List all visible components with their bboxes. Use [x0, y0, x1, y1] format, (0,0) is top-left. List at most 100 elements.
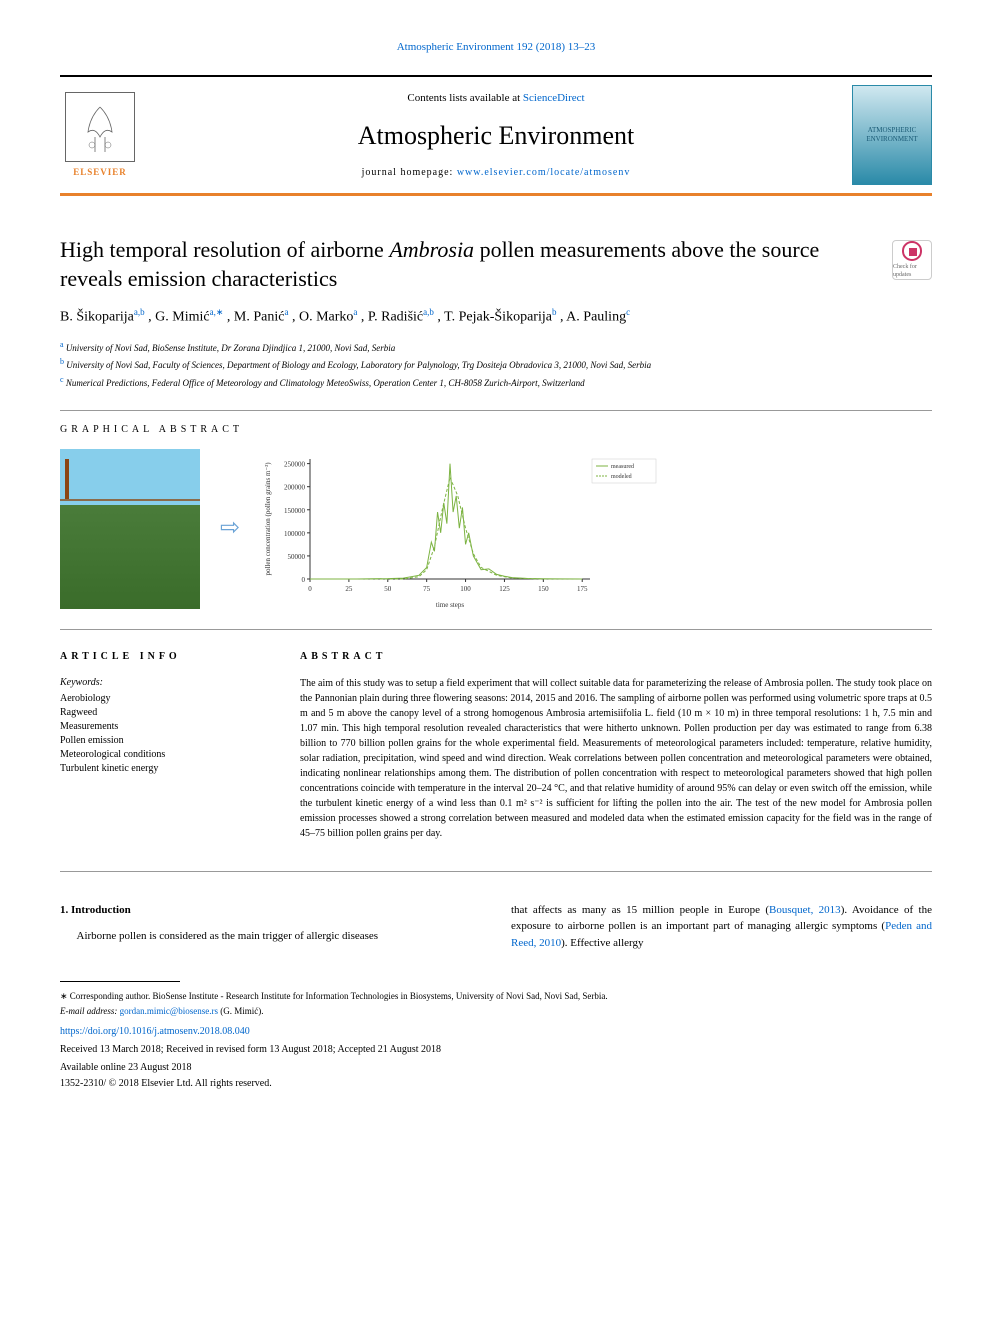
author-6-aff: b [552, 307, 557, 317]
abstract-col: ABSTRACT The aim of this study was to se… [300, 650, 932, 841]
divider [60, 871, 932, 872]
cover-title: ATMOSPHERIC ENVIRONMENT [857, 126, 927, 146]
author-6: , T. Pejak-Šikoparija [437, 309, 552, 324]
affiliations: a University of Novi Sad, BioSense Insti… [60, 339, 932, 390]
title-pre: High temporal resolution of airborne [60, 237, 389, 262]
email-name: (G. Mimić). [218, 1006, 264, 1016]
svg-text:pollen concentration (pollen g: pollen concentration (pollen grains m⁻³) [264, 461, 272, 575]
author-3-aff: a [284, 307, 288, 317]
available-date: Available online 23 August 2018 [60, 1061, 932, 1075]
email-label: E-mail address: [60, 1006, 120, 1016]
affiliation-a: University of Novi Sad, BioSense Institu… [66, 343, 395, 353]
title-row: High temporal resolution of airborne Amb… [60, 236, 932, 293]
sciencedirect-link[interactable]: ScienceDirect [523, 92, 585, 104]
intro-r3: ). Effective allergy [561, 937, 643, 949]
doi-link[interactable]: https://doi.org/10.1016/j.atmosenv.2018.… [60, 1025, 932, 1039]
authors: B. Šikoparijaa,b , G. Mimića,∗ , M. Pani… [60, 306, 932, 327]
svg-text:0: 0 [308, 585, 312, 593]
keyword-item: Aerobiology [60, 692, 260, 706]
email-line: E-mail address: gordan.mimic@biosense.rs… [60, 1005, 932, 1018]
aff-a-sup: a [60, 340, 64, 349]
svg-text:100: 100 [460, 585, 471, 593]
affiliation-c: Numerical Predictions, Federal Office of… [66, 378, 585, 388]
check-updates-badge[interactable]: Check for updates [892, 240, 932, 280]
homepage-label: journal homepage: [362, 167, 457, 178]
svg-text:0: 0 [302, 576, 306, 584]
contents-line: Contents lists available at ScienceDirec… [140, 91, 852, 106]
contents-text: Contents lists available at [407, 92, 522, 104]
pollen-chart: 0500001000001500002000002500000255075100… [260, 449, 660, 609]
elsevier-text: ELSEVIER [73, 166, 127, 179]
abstract-text: The aim of this study was to setup a fie… [300, 676, 932, 841]
journal-header: ELSEVIER Contents lists available at Sci… [60, 75, 932, 196]
svg-text:125: 125 [499, 585, 510, 593]
keyword-item: Measurements [60, 720, 260, 734]
keywords-label: Keywords: [60, 676, 260, 690]
arrow-icon: ⇨ [220, 512, 240, 546]
affiliation-b: University of Novi Sad, Faculty of Scien… [66, 360, 651, 370]
author-7: , A. Pauling [560, 309, 626, 324]
svg-text:50: 50 [384, 585, 392, 593]
author-1-aff: a,b [134, 307, 145, 317]
cite-bousquet[interactable]: Bousquet, 2013 [769, 904, 841, 916]
field-photo [60, 449, 200, 609]
author-5-aff: a,b [423, 307, 434, 317]
author-5: , P. Radišić [361, 309, 423, 324]
journal-reference: Atmospheric Environment 192 (2018) 13–23 [60, 40, 932, 55]
received-dates: Received 13 March 2018; Received in revi… [60, 1043, 932, 1057]
journal-ref-link[interactable]: Atmospheric Environment 192 (2018) 13–23 [397, 41, 596, 53]
header-center: Contents lists available at ScienceDirec… [140, 91, 852, 181]
graphical-abstract: ⇨ 05000010000015000020000025000002550751… [60, 449, 932, 630]
journal-name: Atmospheric Environment [140, 118, 852, 154]
info-abstract-row: ARTICLE INFO Keywords: AerobiologyRagwee… [60, 650, 932, 841]
footer-separator [60, 981, 180, 982]
updates-icon [902, 241, 922, 260]
article-title: High temporal resolution of airborne Amb… [60, 236, 872, 293]
keyword-item: Pollen emission [60, 734, 260, 748]
homepage-line: journal homepage: www.elsevier.com/locat… [140, 166, 852, 180]
keyword-item: Turbulent kinetic energy [60, 762, 260, 776]
svg-text:150: 150 [538, 585, 549, 593]
journal-cover: ATMOSPHERIC ENVIRONMENT [852, 85, 932, 185]
intro-r1: that affects as many as 15 million peopl… [511, 904, 769, 916]
corresponding-note: ∗ Corresponding author. BioSense Institu… [60, 990, 932, 1003]
author-4: , O. Marko [292, 309, 353, 324]
article-info-heading: ARTICLE INFO [60, 650, 260, 664]
aff-b-sup: b [60, 357, 64, 366]
svg-text:50000: 50000 [288, 553, 306, 561]
intro-para-right: that affects as many as 15 million peopl… [511, 902, 932, 952]
author-7-aff: c [626, 307, 630, 317]
author-4-aff: a [353, 307, 357, 317]
author-2-aff: a,∗ [210, 307, 224, 317]
body-col-left: 1. Introduction Airborne pollen is consi… [60, 902, 481, 952]
svg-text:175: 175 [577, 585, 588, 593]
svg-text:measured: measured [611, 464, 634, 470]
graphical-abstract-heading: GRAPHICAL ABSTRACT [60, 410, 932, 437]
homepage-link[interactable]: www.elsevier.com/locate/atmosenv [457, 167, 631, 178]
article-info-col: ARTICLE INFO Keywords: AerobiologyRagwee… [60, 650, 260, 841]
abstract-heading: ABSTRACT [300, 650, 932, 664]
elsevier-tree-icon [65, 92, 135, 162]
copyright: 1352-2310/ © 2018 Elsevier Ltd. All righ… [60, 1077, 932, 1091]
svg-text:200000: 200000 [284, 483, 306, 491]
svg-text:250000: 250000 [284, 460, 306, 468]
svg-text:modeled: modeled [611, 474, 632, 480]
updates-text: Check for updates [893, 263, 931, 280]
author-3: , M. Panić [227, 309, 285, 324]
keyword-item: Ragweed [60, 706, 260, 720]
author-2: , G. Mimić [148, 309, 209, 324]
keyword-item: Meteorological conditions [60, 748, 260, 762]
svg-text:75: 75 [423, 585, 431, 593]
keywords-list: AerobiologyRagweedMeasurementsPollen emi… [60, 692, 260, 776]
author-1: B. Šikoparija [60, 309, 134, 324]
intro-para-left: Airborne pollen is considered as the mai… [60, 928, 481, 945]
svg-text:150000: 150000 [284, 506, 306, 514]
svg-text:25: 25 [345, 585, 353, 593]
title-em: Ambrosia [389, 237, 474, 262]
svg-text:time steps: time steps [436, 601, 464, 609]
elsevier-logo: ELSEVIER [60, 85, 140, 185]
aff-c-sup: c [60, 375, 64, 384]
email-link[interactable]: gordan.mimic@biosense.rs [120, 1006, 218, 1016]
intro-heading: 1. Introduction [60, 902, 481, 919]
body-col-right: that affects as many as 15 million peopl… [511, 902, 932, 952]
